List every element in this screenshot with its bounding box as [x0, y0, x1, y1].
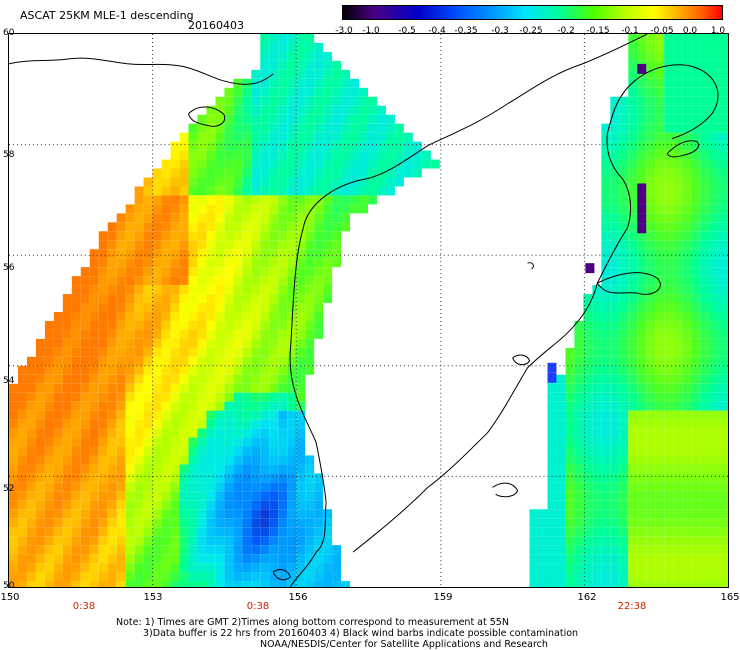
color-scale-label: -0.25	[519, 26, 543, 36]
color-scale-label: 1.0	[710, 26, 726, 36]
color-scale-label: -0.15	[586, 26, 610, 36]
latitude-label: 52	[3, 484, 15, 494]
color-scale-label: -0.2	[557, 26, 575, 36]
latitude-label: 56	[3, 263, 15, 273]
note-line-2: 3)Data buffer is 22 hrs from 20160403 4)…	[143, 628, 579, 639]
time-label: 0:38	[72, 601, 96, 612]
color-scale-label: -0.4	[428, 26, 446, 36]
latitude-label: 50	[3, 581, 15, 591]
color-scale-label: -0.1	[621, 26, 639, 36]
time-label: 22:38	[617, 601, 647, 612]
coastline	[9, 34, 719, 587]
time-label: 0:38	[246, 601, 270, 612]
longitude-label: 150	[0, 592, 20, 603]
color-scale-label: -0.5	[398, 26, 416, 36]
color-scale-label: -1.0	[362, 26, 380, 36]
longitude-label: 159	[433, 592, 453, 603]
product-date: 20160403	[188, 19, 244, 32]
product-title: ASCAT 25KM MLE-1 descending	[20, 9, 194, 22]
latitude-label: 60	[3, 28, 15, 38]
color-scale-label: 0.0	[682, 26, 698, 36]
grid-lines	[9, 34, 728, 587]
note-line-1: Note: 1) Times are GMT 2)Times along bot…	[116, 617, 509, 628]
wind-map	[8, 33, 729, 588]
color-scale-label: -0.35	[454, 26, 478, 36]
color-scale-bar	[342, 5, 723, 20]
color-scale-label: -3.0	[335, 26, 353, 36]
latitude-label: 54	[3, 376, 15, 386]
color-scale-label: -0.05	[650, 26, 674, 36]
longitude-label: 153	[143, 592, 163, 603]
longitude-label: 162	[577, 592, 597, 603]
color-scale-label: -0.3	[491, 26, 509, 36]
wind-cells	[9, 34, 728, 587]
longitude-label: 165	[720, 592, 740, 603]
longitude-label: 156	[288, 592, 308, 603]
latitude-label: 58	[3, 150, 15, 160]
note-line-3: NOAA/NESDIS/Center for Satellite Applica…	[260, 639, 548, 650]
